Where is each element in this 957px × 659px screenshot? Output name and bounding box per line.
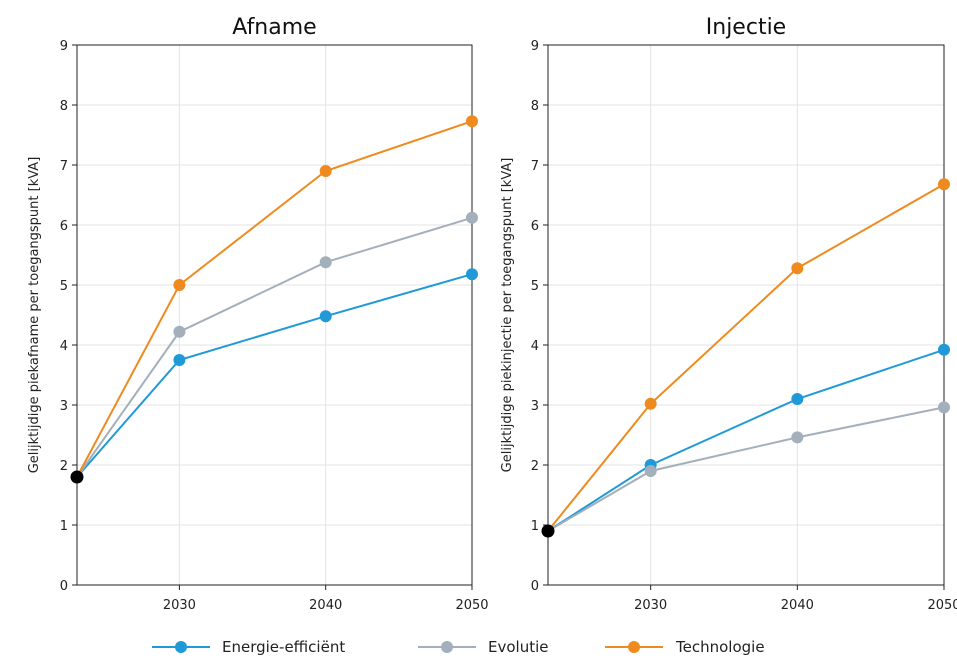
y-tick-label: 1 — [531, 519, 539, 534]
data-point — [791, 262, 804, 275]
x-tick-label: 2040 — [309, 598, 342, 613]
y-tick-label: 9 — [531, 39, 539, 54]
data-point — [466, 268, 478, 281]
chart-title: Afname — [232, 15, 316, 40]
y-tick-label: 7 — [60, 159, 68, 174]
data-point — [644, 397, 657, 410]
x-tick-label: 2050 — [927, 598, 957, 613]
series-line-1 — [547, 348, 945, 532]
y-axis-label: Gelijktijdige piekafname per toegangspun… — [27, 157, 42, 474]
legend-marker — [628, 641, 640, 653]
data-point — [466, 211, 478, 224]
data-point — [938, 401, 950, 414]
x-tick-label: 2030 — [163, 598, 196, 613]
data-point — [938, 343, 950, 356]
legend-marker — [441, 641, 453, 653]
y-tick-label: 2 — [60, 459, 68, 474]
data-point — [173, 354, 186, 366]
y-tick-label: 6 — [531, 219, 539, 234]
x-tick-label: 2040 — [781, 598, 814, 613]
y-axis-label: Gelijktijdige piekinjectie per toegangsp… — [500, 158, 515, 473]
y-tick-label: 7 — [531, 159, 539, 174]
legend-label: Technologie — [675, 638, 765, 656]
data-point — [173, 279, 186, 291]
data-point — [319, 165, 332, 177]
legend-item-technologie: Technologie — [605, 638, 765, 656]
legend-label: Evolutie — [488, 638, 548, 656]
series-line-1 — [76, 273, 473, 478]
series-line-3 — [76, 120, 473, 478]
chart-injectie: 0 1 2 3 4 5 6 7 8 9 2030 2040 2050 Injectie Gelijktijd… — [500, 15, 957, 613]
y-tick-label: 5 — [531, 279, 539, 294]
data-point — [791, 431, 804, 444]
y-tick-label: 3 — [531, 399, 539, 414]
data-point — [319, 256, 332, 269]
series-line-3 — [547, 183, 945, 532]
x-tick-label: 2030 — [634, 598, 667, 613]
data-point — [173, 325, 186, 338]
y-tick-label: 4 — [60, 339, 68, 354]
plot-frame — [76, 44, 473, 586]
y-tick-label: 0 — [60, 579, 68, 594]
chart-afname: 0 1 2 3 4 5 6 7 8 9 2030 2040 2050 Afname Gelijktijdig… — [27, 15, 489, 613]
data-point — [644, 465, 657, 477]
x-tick-label: 2050 — [455, 598, 488, 613]
data-point — [791, 393, 804, 405]
data-point — [319, 310, 332, 323]
y-tick-label: 8 — [531, 99, 539, 114]
legend-item-evolutie: Evolutie — [418, 638, 548, 656]
y-tick-label: 4 — [531, 339, 539, 354]
y-tick-label: 9 — [60, 39, 68, 54]
y-tick-label: 8 — [60, 99, 68, 114]
y-tick-label: 0 — [531, 579, 539, 594]
start-point — [541, 524, 555, 538]
y-tick-label: 5 — [60, 279, 68, 294]
plot-frame — [547, 44, 945, 586]
y-tick-label: 6 — [60, 219, 68, 234]
series-line-2 — [547, 406, 945, 532]
legend-marker — [175, 641, 187, 653]
chart-title: Injectie — [706, 15, 786, 40]
series-line-2 — [76, 216, 473, 478]
legend: Energie-efficiënt Evolutie Technologie — [152, 638, 765, 656]
data-point — [938, 178, 950, 191]
y-tick-label: 2 — [531, 459, 539, 474]
y-tick-label: 1 — [60, 519, 68, 534]
legend-item-energie-efficient: Energie-efficiënt — [152, 638, 345, 656]
legend-label: Energie-efficiënt — [222, 638, 345, 656]
start-point — [70, 470, 84, 484]
data-point — [466, 115, 478, 128]
y-tick-label: 3 — [60, 399, 68, 414]
